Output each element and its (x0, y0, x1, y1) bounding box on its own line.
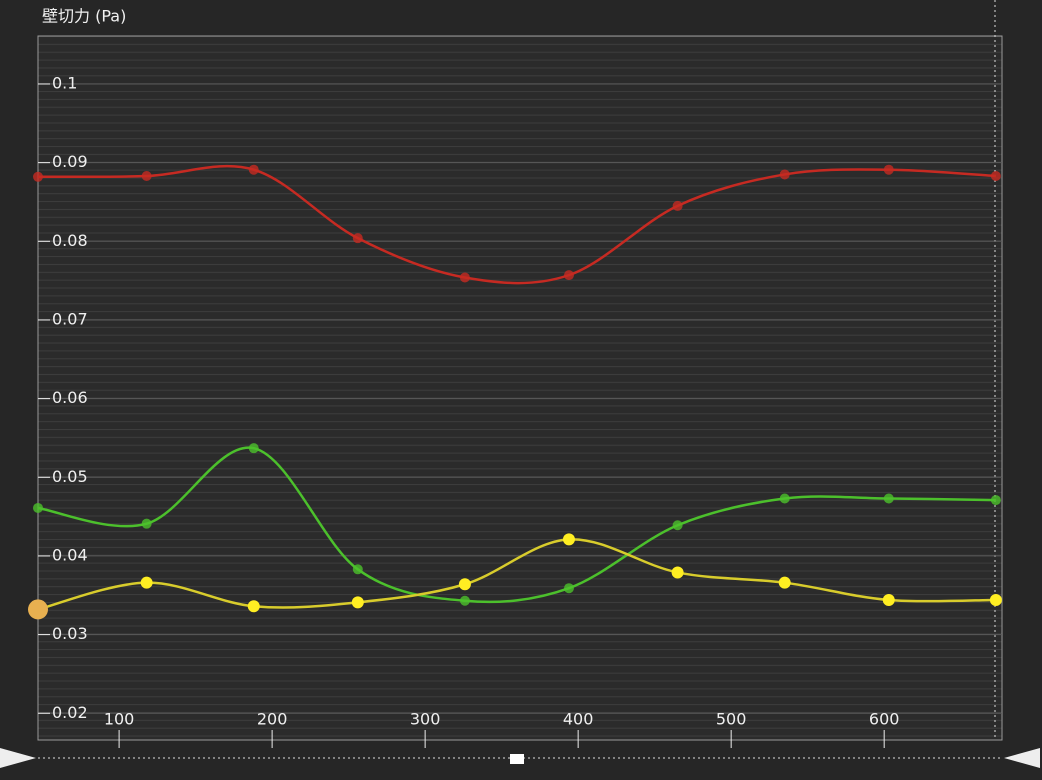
y-tick-label: 0.03 (52, 624, 88, 643)
key-point (33, 502, 43, 513)
range-start-handle[interactable] (0, 748, 36, 768)
key-point (28, 599, 48, 620)
key-point (563, 583, 574, 594)
range-center-handle[interactable] (510, 754, 524, 764)
x-tick-label: 400 (563, 710, 594, 729)
key-point (352, 233, 363, 244)
y-tick-label: 0.02 (52, 703, 88, 722)
key-point (990, 495, 1001, 506)
key-point (459, 272, 470, 283)
x-tick-label: 100 (104, 710, 135, 729)
y-tick-label: 0.07 (52, 309, 88, 328)
y-tick-label: 0.09 (52, 152, 88, 171)
curve (37, 446, 996, 604)
key-point (562, 533, 575, 546)
y-tick-label: 0.06 (52, 388, 88, 407)
key-point (989, 593, 1002, 606)
chart-title: 壁切力 (Pa) (42, 7, 126, 26)
key-point (33, 171, 43, 182)
x-tick-label: 200 (257, 710, 288, 729)
curve (37, 538, 996, 611)
key-point (247, 600, 260, 613)
key-point (779, 169, 790, 180)
key-point (248, 443, 259, 454)
y-tick-label: 0.08 (52, 231, 88, 250)
key-point (351, 596, 364, 609)
plot-border (37, 35, 1003, 741)
key-point (672, 200, 683, 211)
key-point (458, 578, 471, 591)
curve (37, 164, 996, 285)
key-point (882, 593, 895, 606)
key-point (672, 520, 683, 531)
key-point (459, 595, 470, 606)
key-point (990, 171, 1001, 182)
x-tick-label: 600 (869, 710, 900, 729)
minor-grid (38, 36, 1002, 740)
key-point (248, 164, 259, 175)
key-point (141, 171, 152, 182)
y-tick-label: 0.04 (52, 545, 88, 564)
key-point (778, 576, 791, 589)
y-tick-label: 0.1 (52, 73, 77, 92)
key-point (140, 576, 153, 589)
key-point (141, 518, 152, 529)
key-point (883, 493, 894, 504)
key-point (671, 566, 684, 579)
range-end-handle[interactable] (1004, 748, 1040, 768)
key-point (883, 164, 894, 175)
key-point (352, 564, 363, 575)
x-tick-label: 500 (716, 710, 747, 729)
key-point (563, 270, 574, 281)
y-tick-label: 0.05 (52, 467, 88, 486)
x-tick-label: 300 (410, 710, 441, 729)
key-point (779, 493, 790, 504)
